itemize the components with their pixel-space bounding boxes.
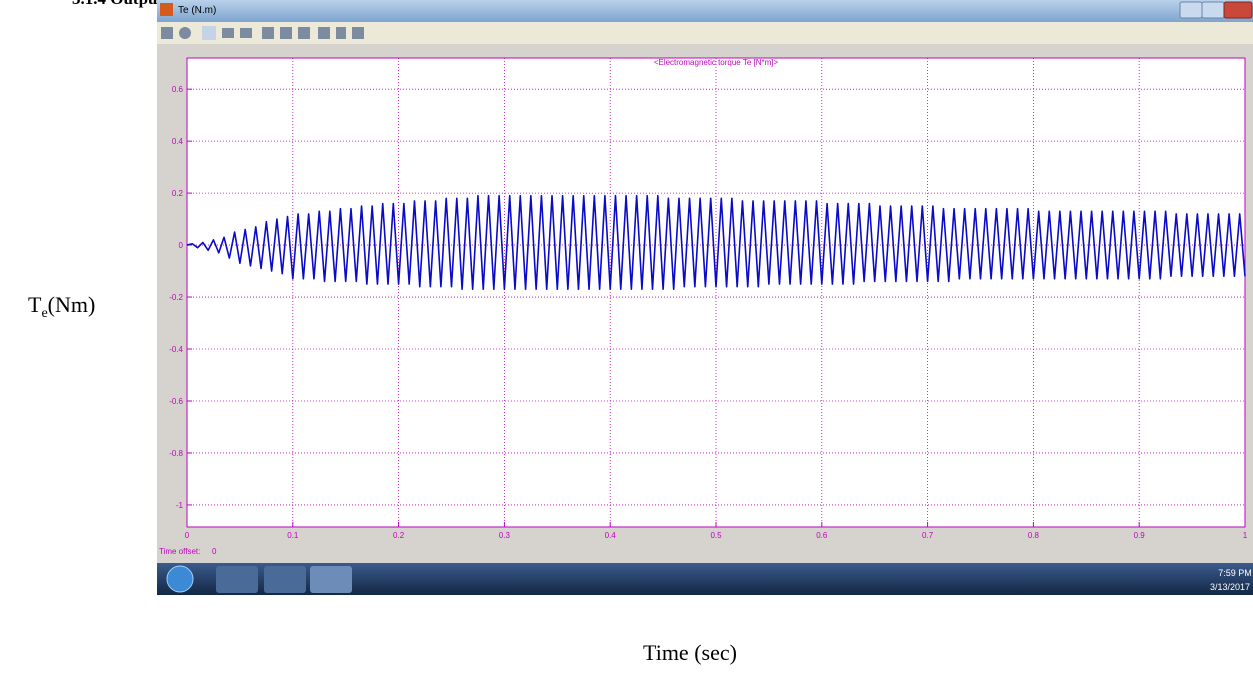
x-tick-label: 0.6 bbox=[816, 531, 828, 540]
y-axis-label: Te(Nm) bbox=[28, 292, 95, 321]
maximize-button[interactable] bbox=[1201, 1, 1225, 19]
float-icon[interactable] bbox=[318, 27, 330, 39]
word-taskbar-button[interactable] bbox=[216, 566, 258, 593]
y-tick-label: 0 bbox=[179, 241, 184, 250]
zoom-y-icon[interactable] bbox=[240, 28, 252, 38]
clock-time: 7:59 PM bbox=[1218, 568, 1252, 578]
x-tick-label: 0.5 bbox=[710, 531, 722, 540]
autoscale-icon[interactable] bbox=[262, 27, 274, 39]
plot-border bbox=[186, 57, 1246, 528]
title-bar bbox=[157, 0, 1253, 22]
y-tick-label: -0.4 bbox=[169, 345, 183, 354]
section-heading: 3.1.4 Output torque bbox=[72, 0, 216, 8]
plot: -1 -0.8 -0.6 -0.4 -0.2 0 0.2 0.4 0.6 0 0.1 0.2 0.3 0.… bbox=[169, 57, 1248, 540]
close-button[interactable] bbox=[1223, 1, 1253, 19]
x-tick-label: 0.1 bbox=[287, 531, 299, 540]
x-tick-label: 0 bbox=[185, 531, 190, 540]
y-tick-label: -0.2 bbox=[169, 293, 183, 302]
y-tick-label: 0.6 bbox=[172, 85, 184, 94]
time-offset-value: 0 bbox=[212, 547, 217, 556]
start-button[interactable] bbox=[166, 565, 194, 593]
y-label-sub: e bbox=[41, 306, 47, 321]
y-label-unit: (Nm) bbox=[48, 292, 96, 317]
save-axes-icon[interactable] bbox=[280, 27, 292, 39]
excel-taskbar-button[interactable] bbox=[264, 566, 306, 593]
minimize-button[interactable] bbox=[1179, 1, 1203, 19]
window-title: Te (N.m) bbox=[178, 5, 216, 16]
toolbar-icons bbox=[161, 26, 364, 40]
x-tick-label: 0.4 bbox=[605, 531, 617, 540]
x-axis-label: Time (sec) bbox=[643, 640, 737, 665]
data-line bbox=[186, 194, 1246, 291]
toolbar bbox=[157, 22, 1253, 44]
matlab-taskbar-button[interactable] bbox=[310, 566, 352, 593]
x-tick-label: 0.9 bbox=[1134, 531, 1146, 540]
y-tick-label: 0.2 bbox=[172, 189, 184, 198]
x-tick-label: 0.2 bbox=[393, 531, 405, 540]
x-tick-label: 0.8 bbox=[1028, 531, 1040, 540]
print-icon[interactable] bbox=[161, 27, 173, 39]
x-tick-label: 0.7 bbox=[922, 531, 934, 540]
lock-icon[interactable] bbox=[336, 27, 346, 39]
zoom-x-icon[interactable] bbox=[222, 28, 234, 38]
restore-axes-icon[interactable] bbox=[298, 27, 310, 39]
clock-date: 3/13/2017 bbox=[1210, 582, 1250, 592]
chart-title: <Electromagnetic torque Te [N*m]> bbox=[654, 58, 779, 67]
signal-icon[interactable] bbox=[352, 27, 364, 39]
y-label-main: T bbox=[28, 292, 42, 317]
app-icon bbox=[160, 3, 173, 16]
params-icon[interactable] bbox=[179, 27, 191, 39]
y-tick-label: 0.4 bbox=[172, 137, 184, 146]
x-tick-label: 0.3 bbox=[499, 531, 511, 540]
y-tick-label: -0.6 bbox=[169, 397, 183, 406]
zoom-icon[interactable] bbox=[202, 26, 216, 40]
time-offset-label: Time offset: bbox=[159, 547, 200, 556]
x-tick-label: 1 bbox=[1243, 531, 1248, 540]
y-tick-label: -0.8 bbox=[169, 449, 183, 458]
y-tick-label: -1 bbox=[176, 501, 184, 510]
